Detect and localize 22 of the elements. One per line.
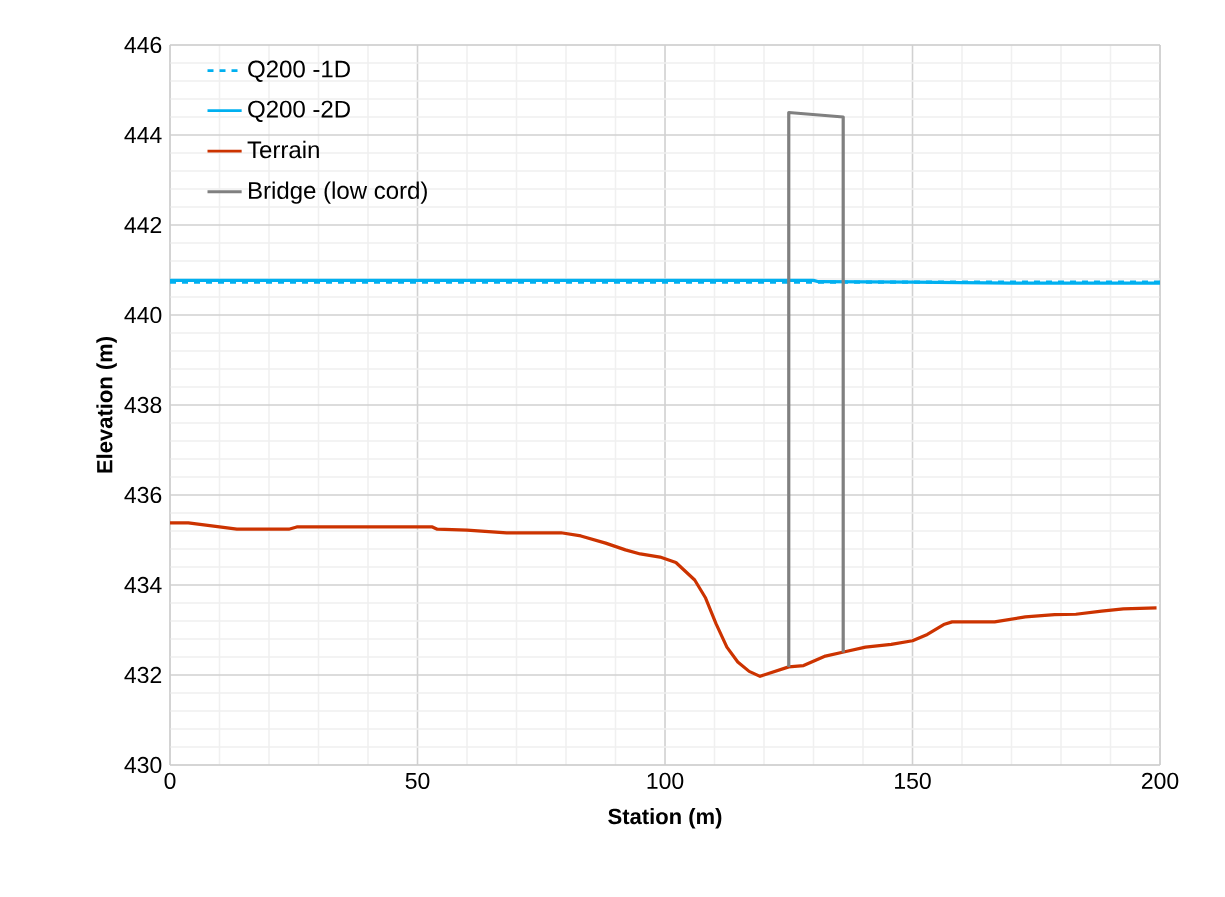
x-tick-label: 200 <box>1141 772 1179 789</box>
line-series <box>170 521 1159 678</box>
x-tick-label: 100 <box>647 772 684 789</box>
y-tick-label: 430 <box>124 756 162 774</box>
y-tick-label: 438 <box>124 396 162 414</box>
y-tick-label: 432 <box>124 666 162 684</box>
x-axis-title: Station (m) <box>608 808 722 829</box>
x-tick-label: 0 <box>164 772 176 789</box>
y-tick-label: 440 <box>124 306 162 324</box>
legend-label: Terrain <box>247 140 319 159</box>
y-axis-title: Elevation (m) <box>96 337 117 473</box>
line-series <box>787 110 845 669</box>
legend-label: Bridge (low cord) <box>249 181 427 204</box>
legend-label: Q200 -1D <box>248 60 350 82</box>
y-tick-label: 442 <box>124 216 162 234</box>
x-tick-label: 50 <box>405 772 430 789</box>
y-tick-label: 434 <box>124 576 162 594</box>
legend-label: Q200 -2D <box>248 100 350 122</box>
y-tick-label: 436 <box>124 486 162 504</box>
y-tick-label: 446 <box>124 36 162 54</box>
y-tick-label: 444 <box>124 127 162 143</box>
x-tick-label: 150 <box>895 772 931 789</box>
